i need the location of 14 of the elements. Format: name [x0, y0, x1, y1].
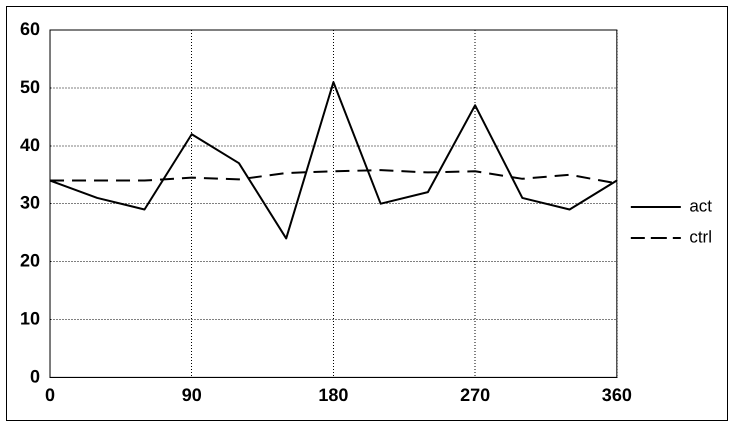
- y-tick-label: 10: [20, 308, 40, 328]
- x-tick-label: 180: [318, 385, 348, 406]
- x-tick-label: 360: [602, 385, 632, 406]
- y-tick-label: 50: [20, 76, 40, 97]
- y-tick-label: 40: [20, 134, 40, 155]
- x-tick-label: 90: [182, 385, 202, 406]
- y-tick-label: 30: [20, 192, 40, 213]
- y-tick-label: 0: [30, 366, 40, 386]
- y-tick-label: 60: [20, 18, 40, 39]
- x-tick-label: 270: [460, 385, 490, 406]
- legend-label: act: [689, 196, 712, 216]
- y-tick-label: 20: [20, 250, 40, 271]
- legend-label: ctrl: [689, 228, 712, 247]
- x-tick-label: 0: [45, 385, 56, 406]
